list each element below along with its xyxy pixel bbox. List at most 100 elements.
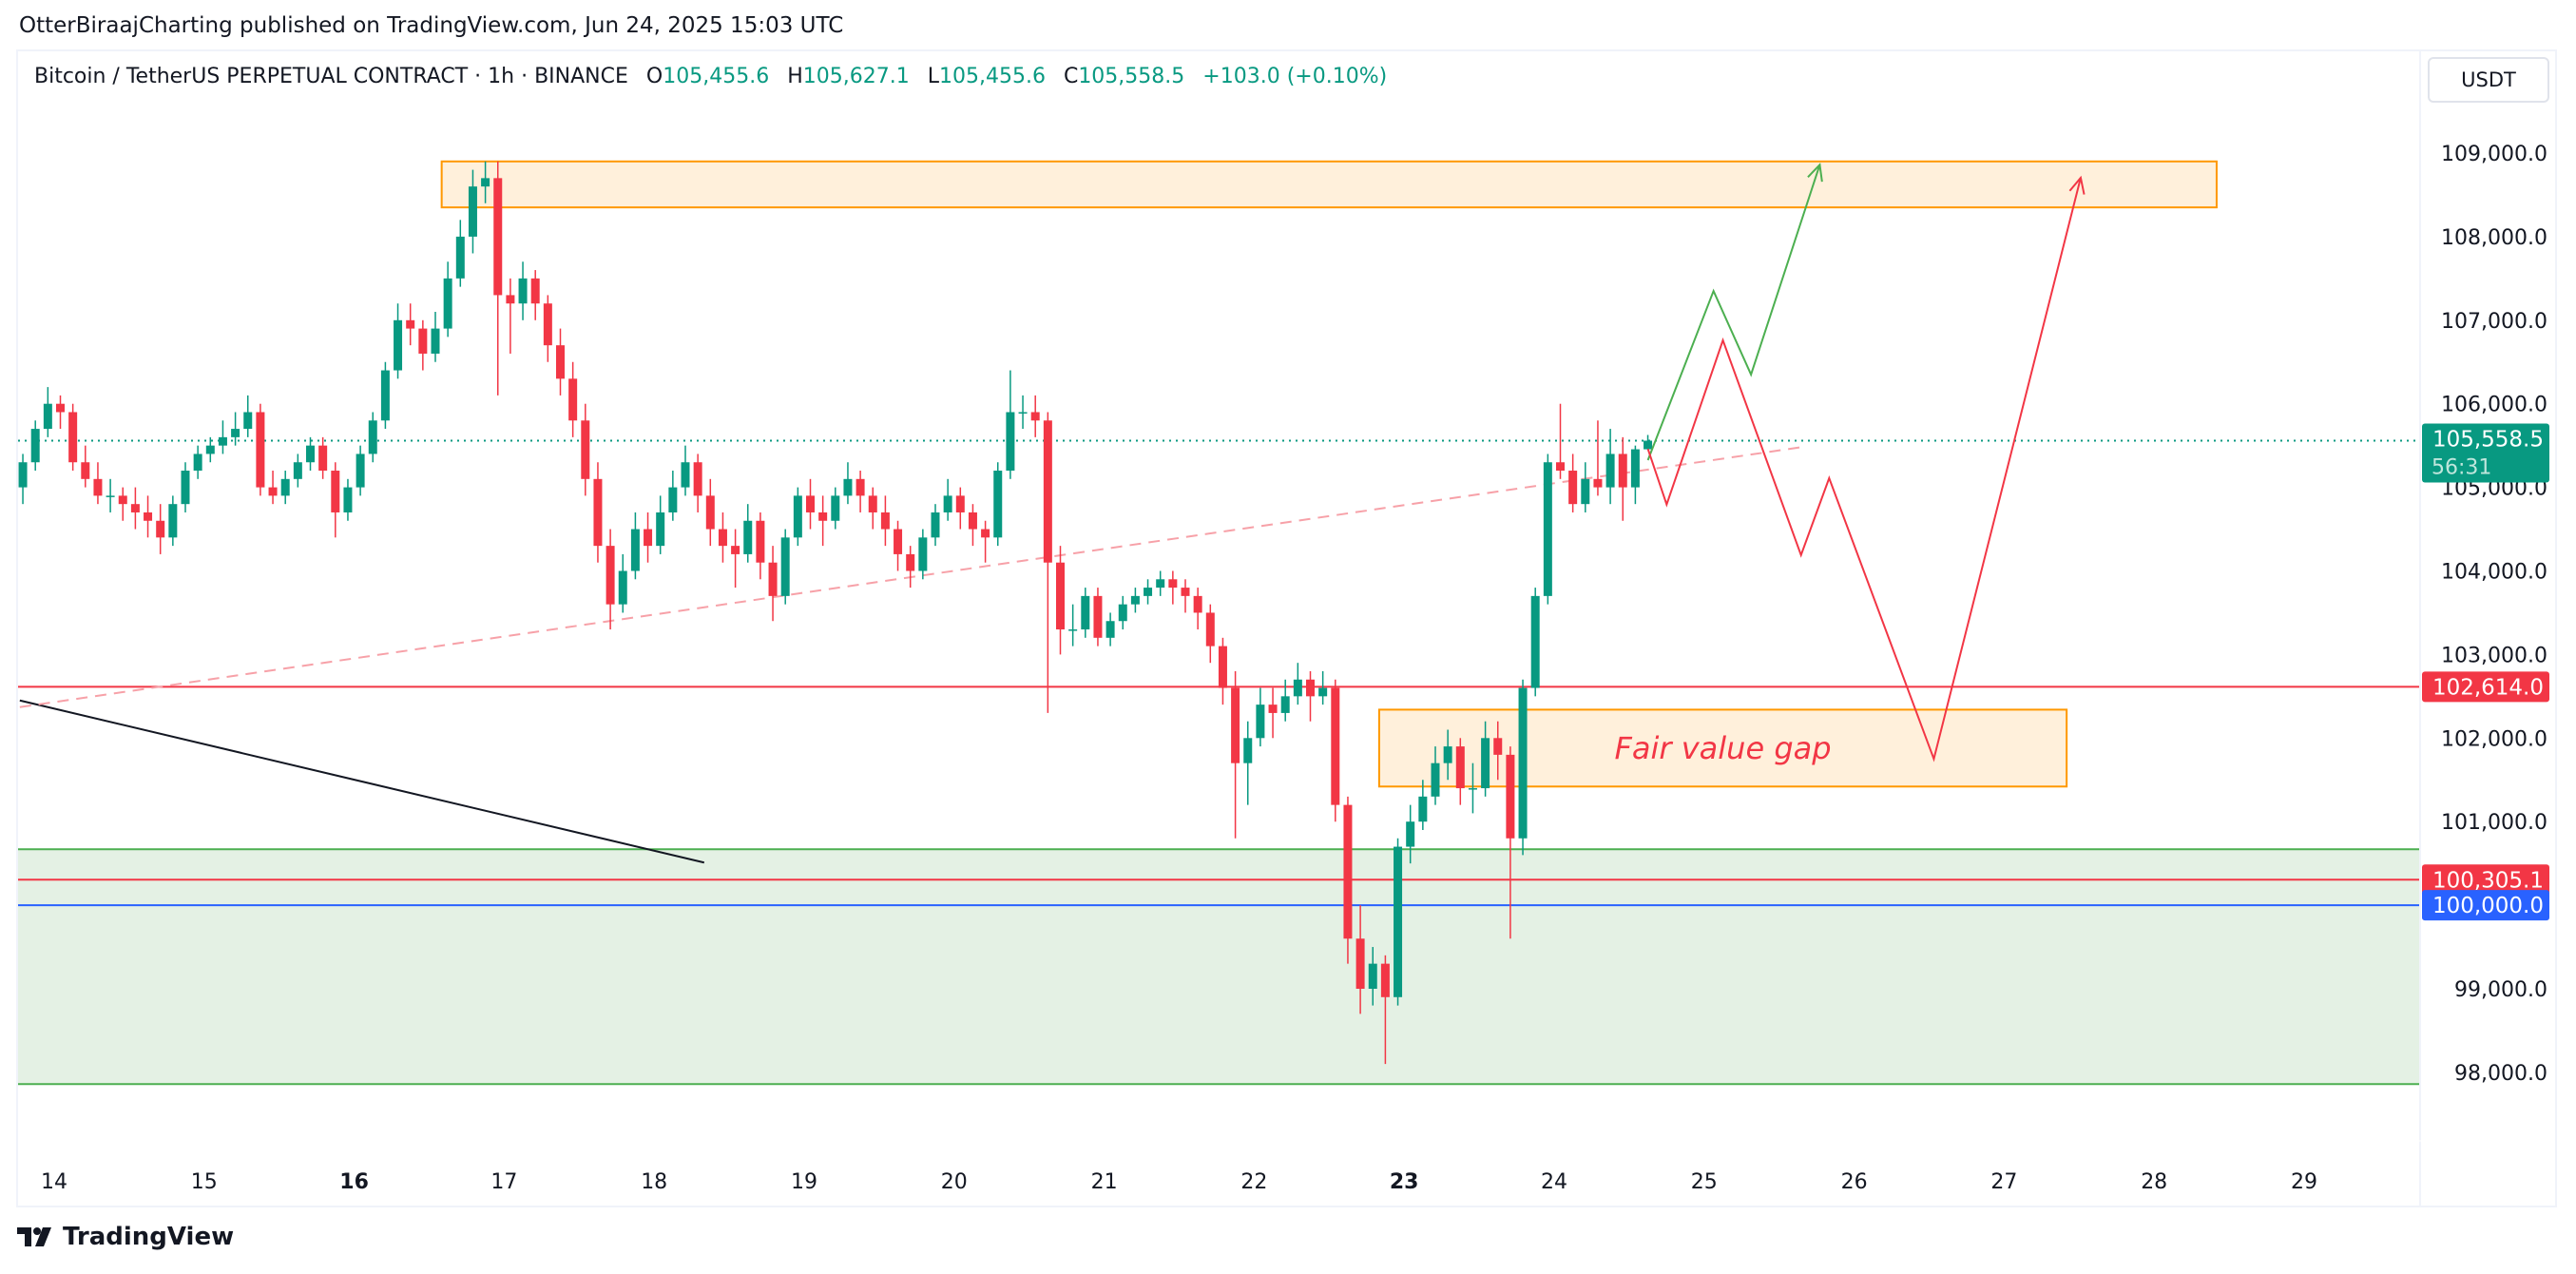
- price-badge: [2422, 671, 2549, 703]
- candle: [1280, 679, 1290, 722]
- candle: [1256, 687, 1265, 747]
- candle-body: [743, 520, 753, 554]
- time-tick-label: 22: [1240, 1170, 1267, 1194]
- time-tick-label: 24: [1541, 1170, 1567, 1194]
- candle-body: [1068, 629, 1078, 631]
- candle: [743, 504, 753, 563]
- candle: [1043, 412, 1052, 713]
- candle: [468, 169, 477, 254]
- candle-body: [1543, 462, 1552, 596]
- candle: [955, 487, 965, 530]
- candle: [1130, 588, 1140, 613]
- candle-body: [1056, 562, 1065, 630]
- support-zone[interactable]: [18, 849, 2420, 1085]
- candle-body: [168, 504, 178, 538]
- candle-body: [156, 520, 165, 538]
- candle-body: [556, 345, 565, 379]
- price-tick-label: 103,000.0: [2441, 644, 2547, 667]
- candle-body: [481, 178, 490, 187]
- candle-body: [705, 495, 715, 530]
- candle: [331, 462, 340, 538]
- candle: [1568, 454, 1578, 512]
- candle-body: [455, 236, 465, 279]
- candle-body: [1280, 696, 1290, 713]
- time-tick-label: 17: [490, 1170, 517, 1194]
- candle-body: [1481, 738, 1490, 789]
- bearish-projection-path[interactable]: [1646, 177, 2082, 762]
- candle: [118, 487, 127, 521]
- tradingview-logo[interactable]: TradingView: [17, 1223, 234, 1251]
- price-tick-label: 106,000.0: [2441, 394, 2547, 417]
- candle: [1231, 670, 1240, 839]
- trend-line-black[interactable]: [19, 699, 705, 864]
- candle: [1593, 420, 1603, 496]
- price-axis[interactable]: 109,000.0 108,000.0 107,000.0 106,000.0 105,…: [2422, 143, 2549, 1086]
- candle-body: [1193, 595, 1202, 613]
- candle-body: [1268, 705, 1278, 713]
- candle-body: [268, 487, 278, 496]
- price-badge-label: 102,614.0: [2432, 675, 2544, 700]
- candle: [1105, 612, 1115, 647]
- chart-drawings-front: [1646, 163, 2086, 762]
- bullish-projection-path[interactable]: [1646, 164, 1821, 461]
- low-label: L: [927, 65, 939, 88]
- supply-zone[interactable]: [440, 160, 2218, 209]
- time-axis[interactable]: 14 15 16 17 18 19 20 21 22 23 24 25 26 27 28 29: [41, 1170, 2317, 1194]
- candle: [293, 454, 302, 488]
- candle-body: [1293, 679, 1302, 697]
- candle-body: [1493, 738, 1503, 755]
- candle-body: [218, 436, 227, 446]
- candle: [530, 270, 540, 320]
- candle: [144, 495, 153, 538]
- symbol-legend: Bitcoin / TetherUS PERPETUAL CONTRACT · …: [34, 65, 1387, 88]
- candle: [243, 395, 253, 437]
- candle-body: [880, 512, 890, 530]
- currency-button[interactable]: USDT: [2428, 57, 2549, 103]
- candle: [506, 278, 515, 354]
- price-badge-label: 105,558.5: [2432, 428, 2544, 453]
- open-value: 105,455.6: [663, 65, 770, 88]
- price-tick-label: 109,000.0: [2441, 143, 2547, 166]
- candle-body: [606, 546, 615, 605]
- candle: [793, 487, 802, 547]
- candle-body: [931, 512, 940, 538]
- candle-body: [806, 495, 815, 512]
- candle: [18, 454, 28, 505]
- candle-body: [906, 553, 915, 571]
- candle: [1218, 637, 1227, 705]
- candle: [843, 462, 853, 505]
- candle: [205, 436, 215, 463]
- candle-body: [1144, 588, 1153, 596]
- candle: [380, 361, 390, 430]
- candle-body: [1105, 621, 1115, 638]
- candle: [1306, 670, 1315, 722]
- symbol-title[interactable]: Bitcoin / TetherUS PERPETUAL CONTRACT · …: [34, 65, 628, 88]
- candle: [668, 471, 678, 521]
- candle: [1406, 804, 1415, 864]
- candle: [868, 487, 877, 530]
- candle: [880, 495, 890, 547]
- candle-body: [368, 420, 377, 454]
- candle: [756, 512, 765, 580]
- time-tick-label: 16: [339, 1170, 369, 1194]
- candle-body: [1168, 579, 1178, 589]
- candle: [493, 161, 503, 396]
- candle: [1394, 838, 1403, 1006]
- candle-body: [693, 462, 702, 496]
- candle-body: [943, 495, 952, 512]
- candle-body: [1618, 454, 1627, 488]
- candle-body: [768, 562, 778, 596]
- candle-body: [1593, 478, 1603, 488]
- candle-body: [543, 303, 552, 346]
- candle: [156, 504, 165, 554]
- candle: [1506, 746, 1515, 939]
- candle-body: [968, 512, 977, 530]
- logo-text: TradingView: [63, 1223, 235, 1251]
- candle: [656, 495, 665, 554]
- time-tick-label: 23: [1390, 1170, 1419, 1194]
- candle: [1168, 570, 1178, 605]
- candle: [455, 220, 465, 287]
- candle-body: [1630, 449, 1640, 488]
- candle: [1268, 687, 1278, 739]
